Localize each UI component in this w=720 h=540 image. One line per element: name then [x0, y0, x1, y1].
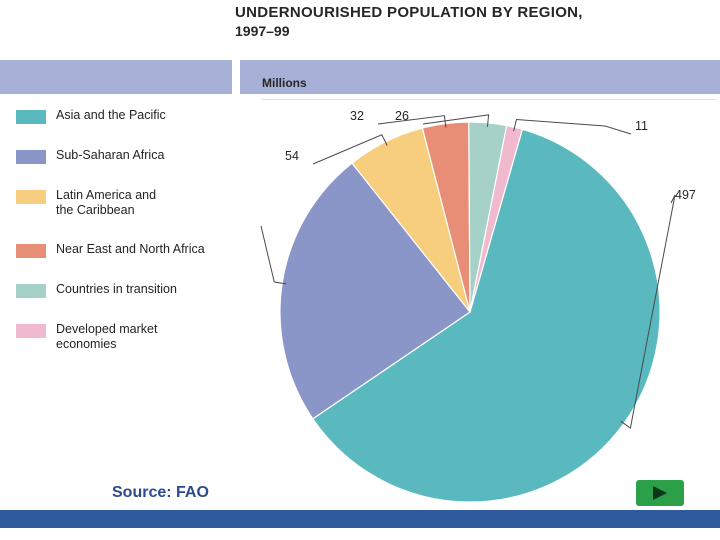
legend: Asia and the Pacific Sub-Saharan Africa La…	[16, 108, 226, 376]
legend-swatch	[16, 110, 46, 124]
legend-label: Developed marketeconomies	[56, 322, 157, 352]
header-band	[0, 60, 720, 94]
legend-item: Latin America andthe Caribbean	[16, 188, 226, 218]
title-block: UNDERNOURISHED POPULATION BY REGION, 199…	[235, 4, 583, 39]
next-button[interactable]	[636, 480, 684, 506]
legend-swatch	[16, 150, 46, 164]
footer-bar	[0, 510, 720, 528]
legend-label: Near East and North Africa	[56, 242, 205, 257]
unit-label: Millions	[262, 76, 307, 90]
play-icon	[651, 485, 669, 501]
legend-swatch	[16, 190, 46, 204]
header-band-gap	[232, 60, 240, 94]
legend-item: Countries in transition	[16, 282, 226, 298]
slice-value-label: 11	[635, 119, 648, 133]
legend-swatch	[16, 244, 46, 258]
legend-swatch	[16, 284, 46, 298]
chart-title-line1: UNDERNOURISHED POPULATION BY REGION,	[235, 4, 583, 21]
legend-item: Developed marketeconomies	[16, 322, 226, 352]
chart-top-rule	[262, 99, 716, 100]
pie-chart: 49719454322611	[255, 102, 720, 502]
source-attribution: Source: FAO	[112, 484, 209, 502]
page: UNDERNOURISHED POPULATION BY REGION, 199…	[0, 0, 720, 540]
legend-item: Asia and the Pacific	[16, 108, 226, 124]
legend-label: Countries in transition	[56, 282, 177, 297]
legend-item: Sub-Saharan Africa	[16, 148, 226, 164]
legend-label: Latin America andthe Caribbean	[56, 188, 156, 218]
legend-label: Asia and the Pacific	[56, 108, 166, 123]
leader-line	[261, 226, 286, 284]
slice-value-label: 32	[350, 109, 364, 123]
chart-title-line2: 1997–99	[235, 23, 583, 39]
legend-label: Sub-Saharan Africa	[56, 148, 164, 163]
slice-value-label: 497	[675, 188, 696, 202]
legend-swatch	[16, 324, 46, 338]
legend-item: Near East and North Africa	[16, 242, 226, 258]
slice-value-label: 26	[395, 109, 409, 123]
slice-value-label: 54	[285, 149, 299, 163]
